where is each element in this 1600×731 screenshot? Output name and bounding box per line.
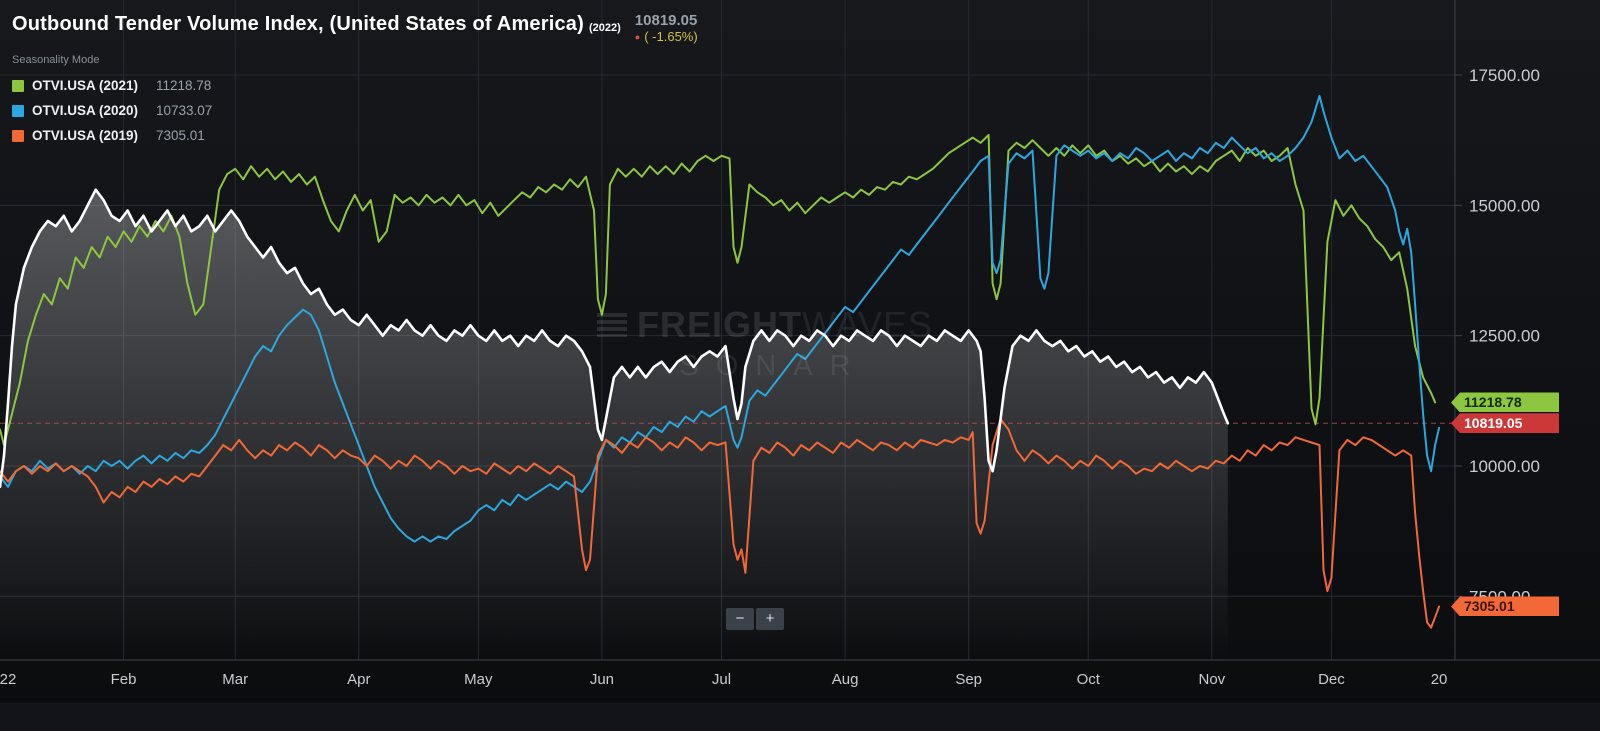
x-axis-label: Apr — [347, 671, 370, 688]
title-year-suffix: (2022) — [589, 22, 621, 34]
x-axis-label: Oct — [1077, 671, 1101, 688]
y-axis-label: 10000.00 — [1469, 457, 1540, 476]
change-text: ( -1.65%) — [644, 29, 698, 44]
zoom-controls: − + — [726, 608, 784, 630]
y-axis-label: 15000.00 — [1469, 196, 1540, 215]
x-axis-label: Aug — [832, 671, 859, 688]
legend-swatch-2021-icon — [12, 79, 24, 92]
x-axis-label: 22 — [0, 671, 16, 688]
bottom-panel — [0, 703, 1600, 731]
series-line-2020 — [0, 94, 1441, 543]
series-line-2021 — [0, 134, 1437, 447]
x-axis-label: Nov — [1198, 671, 1225, 688]
legend-item-2019[interactable]: OTVI.USA (2019) 7305.01 — [12, 123, 698, 148]
series-area-2022 — [0, 189, 1228, 660]
seasonality-mode-label: Seasonality Mode — [12, 54, 100, 66]
series-line-2019 — [0, 418, 1441, 629]
legend-swatch-2020-icon — [12, 104, 24, 117]
current-reading: 10819.05 ● ( -1.65%) — [635, 12, 698, 45]
legend-label: OTVI.USA (2020) — [32, 103, 139, 118]
series-line-2022 — [0, 188, 1230, 489]
legend-value: 10733.07 — [156, 103, 213, 118]
legend-swatch-2019-icon — [12, 129, 24, 142]
x-axis-label: Sep — [955, 671, 982, 688]
current-value: 10819.05 — [634, 12, 698, 29]
legend-value: 7305.01 — [156, 128, 205, 143]
legend-label: OTVI.USA (2021) — [32, 78, 139, 93]
x-axis-label: Jul — [712, 671, 731, 688]
legend-item-2020[interactable]: OTVI.USA (2020) 10733.07 — [12, 98, 698, 123]
chart-header: Outbound Tender Volume Index, (United St… — [12, 12, 698, 148]
x-axis-label: Jun — [590, 671, 614, 688]
zoom-in-button[interactable]: + — [756, 608, 784, 630]
x-axis-label: 20 — [1431, 671, 1448, 688]
x-axis-label: Feb — [111, 671, 137, 688]
zoom-out-button[interactable]: − — [726, 608, 754, 630]
x-axis-label: Dec — [1318, 671, 1345, 688]
legend-label: OTVI.USA (2019) — [32, 128, 139, 143]
x-axis-label: Mar — [222, 671, 248, 688]
change-percent: ● ( -1.65%) — [635, 29, 698, 45]
axis-value-badge-2019: 7305.01 — [1451, 596, 1559, 617]
legend-value: 11218.78 — [156, 78, 212, 93]
y-axis-label: 12500.00 — [1469, 327, 1540, 346]
page-title: Outbound Tender Volume Index, (United St… — [12, 13, 584, 35]
y-axis-label: 17500.00 — [1469, 66, 1540, 85]
legend-item-2021[interactable]: OTVI.USA (2021) 11218.78 — [12, 73, 698, 98]
change-dot-icon: ● — [634, 32, 641, 42]
axis-value-badge-2021: 11218.78 — [1451, 392, 1559, 413]
legend: OTVI.USA (2021) 11218.78 OTVI.USA (2020)… — [12, 73, 698, 148]
axis-value-badge-current: 10819.05 — [1451, 413, 1559, 434]
x-axis-label: May — [464, 671, 493, 688]
